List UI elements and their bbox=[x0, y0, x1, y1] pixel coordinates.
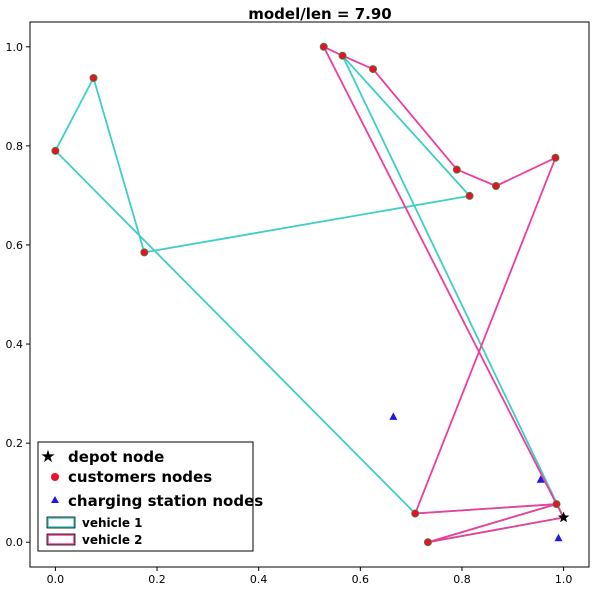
customer-node-point bbox=[52, 147, 59, 154]
customer-node-point bbox=[492, 182, 499, 189]
legend-depot-marker: ★ bbox=[40, 447, 55, 467]
customer-node-point bbox=[552, 154, 559, 161]
legend-label-depot: depot node bbox=[68, 448, 164, 466]
customer-node-point bbox=[320, 43, 327, 50]
legend-customer-marker bbox=[51, 473, 59, 481]
x-tick-label: 0.4 bbox=[250, 573, 268, 586]
chart-title: model/len = 7.90 bbox=[248, 5, 391, 23]
customer-node-point bbox=[424, 539, 431, 546]
x-tick-label: 0.6 bbox=[352, 573, 370, 586]
y-tick-label: 0.4 bbox=[6, 338, 24, 351]
x-tick-label: 0.8 bbox=[453, 573, 471, 586]
customer-node-point bbox=[412, 510, 419, 517]
depot-node-point bbox=[558, 512, 569, 523]
legend-label-vehicle-1: vehicle 1 bbox=[82, 516, 143, 530]
legend-label-stations: charging station nodes bbox=[68, 492, 263, 510]
y-tick-label: 0.8 bbox=[6, 140, 24, 153]
customer-node-point bbox=[369, 65, 376, 72]
y-tick-label: 1.0 bbox=[6, 41, 24, 54]
x-tick-label: 1.0 bbox=[555, 573, 573, 586]
customer-node-point bbox=[466, 192, 473, 199]
y-tick-label: 0.0 bbox=[6, 536, 24, 549]
customer-node-point bbox=[141, 249, 148, 256]
x-tick-label: 0.2 bbox=[148, 573, 166, 586]
legend-label-vehicle-2: vehicle 2 bbox=[82, 533, 143, 547]
legend-label-customers: customers nodes bbox=[68, 468, 212, 486]
customer-node-point bbox=[553, 500, 560, 507]
route-line-vehicle-2 bbox=[324, 47, 564, 542]
customer-node-point bbox=[339, 52, 346, 59]
charging-station-point bbox=[555, 534, 563, 542]
x-axis: 0.0 0.2 0.4 0.6 0.8 1.0 bbox=[47, 567, 573, 586]
customer-node-point bbox=[453, 166, 460, 173]
customer-node-point bbox=[90, 74, 97, 81]
x-tick-label: 0.0 bbox=[47, 573, 65, 586]
y-tick-label: 0.2 bbox=[6, 437, 24, 450]
legend: ★ depot node customers nodes charging st… bbox=[38, 442, 263, 551]
y-tick-label: 0.6 bbox=[6, 239, 24, 252]
charging-station-point bbox=[389, 412, 397, 420]
y-axis: 0.0 0.2 0.4 0.6 0.8 1.0 bbox=[6, 41, 31, 549]
